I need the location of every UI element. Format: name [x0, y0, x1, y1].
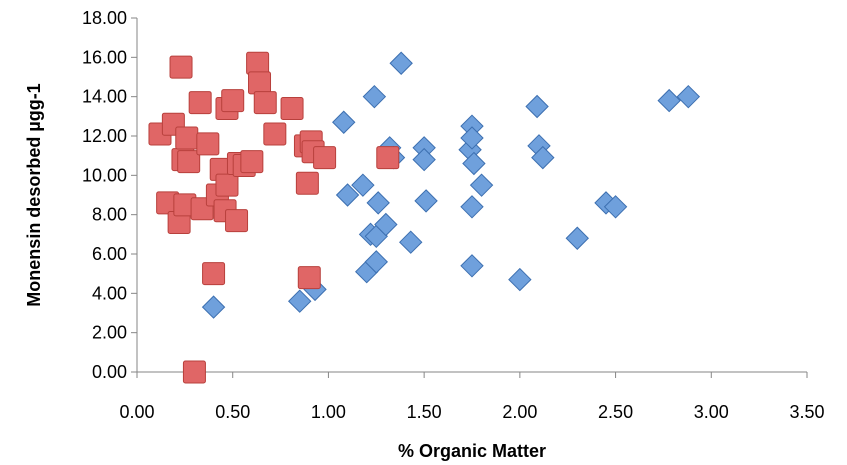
data-point-square — [313, 146, 337, 170]
series-red-squares — [148, 51, 400, 384]
data-point-square — [169, 55, 193, 79]
x-tick-label: 3.50 — [789, 402, 824, 422]
data-point-square — [240, 150, 264, 174]
data-point-diamond — [412, 147, 436, 172]
y-tick-label: 16.00 — [82, 47, 127, 67]
data-point-square — [175, 126, 199, 150]
data-point-diamond — [469, 173, 494, 197]
data-point-square — [248, 71, 272, 95]
y-tick-label: 6.00 — [92, 244, 127, 264]
data-point-diamond — [362, 84, 387, 109]
y-tick-label: 8.00 — [92, 205, 127, 225]
data-point-square — [188, 91, 212, 115]
data-point-square — [202, 262, 226, 286]
data-point-square — [295, 171, 319, 195]
data-point-diamond — [351, 173, 375, 197]
y-axis-title: Monensin desorbed µgg-1 — [24, 83, 44, 306]
axes — [131, 17, 808, 378]
data-point-diamond — [676, 84, 701, 109]
data-point-diamond — [657, 88, 681, 113]
series-blue-diamonds — [201, 51, 701, 319]
y-tick-label: 12.00 — [82, 126, 127, 146]
x-tick-label: 1.00 — [311, 402, 346, 422]
data-point-square — [182, 360, 206, 384]
data-point-diamond — [525, 94, 549, 119]
data-point-diamond — [288, 289, 312, 313]
x-tick-label: 2.00 — [502, 402, 537, 422]
tick-labels: 0.00 2.00 4.00 6.00 8.00 10.00 12.00 14.00 16.00… — [82, 8, 825, 422]
x-tick-label: 0.00 — [119, 402, 154, 422]
data-point-diamond — [374, 212, 398, 237]
data-point-square — [263, 122, 287, 146]
data-point-diamond — [335, 183, 360, 207]
data-point-square — [215, 173, 239, 197]
data-point-square — [376, 146, 400, 170]
data-point-diamond — [460, 254, 484, 278]
data-point-square — [221, 89, 245, 113]
data-point-square — [225, 209, 249, 233]
data-point-diamond — [389, 51, 413, 75]
y-tick-label: 14.00 — [82, 87, 127, 107]
data-point-diamond — [366, 191, 390, 215]
data-point-diamond — [508, 267, 532, 292]
data-point-square — [177, 150, 201, 174]
data-point-diamond — [414, 189, 438, 213]
x-tick-label: 1.50 — [407, 402, 442, 422]
data-point-diamond — [201, 295, 226, 319]
data-point-diamond — [364, 250, 388, 274]
x-tick-label: 0.50 — [215, 402, 250, 422]
data-point-diamond — [460, 195, 484, 219]
data-point-diamond — [332, 110, 356, 134]
data-point-square — [280, 96, 304, 120]
data-point-square — [253, 91, 277, 115]
data-point-diamond — [603, 195, 628, 219]
y-tick-label: 0.00 — [92, 362, 127, 382]
data-point-diamond — [531, 145, 555, 170]
y-tick-label: 10.00 — [82, 165, 127, 185]
data-point-square — [297, 266, 321, 290]
data-point-square — [246, 51, 270, 75]
y-tick-label: 2.00 — [92, 323, 127, 343]
x-axis-title: % Organic Matter — [398, 441, 546, 461]
data-point-diamond — [462, 151, 486, 176]
x-tick-label: 3.00 — [694, 402, 729, 422]
data-point-square — [196, 132, 220, 156]
data-point-diamond — [565, 226, 589, 250]
data-point-diamond — [399, 230, 423, 254]
y-tick-label: 18.00 — [82, 8, 127, 28]
y-tick-label: 4.00 — [92, 283, 127, 303]
x-tick-label: 2.50 — [598, 402, 633, 422]
data-point-diamond — [460, 126, 484, 150]
